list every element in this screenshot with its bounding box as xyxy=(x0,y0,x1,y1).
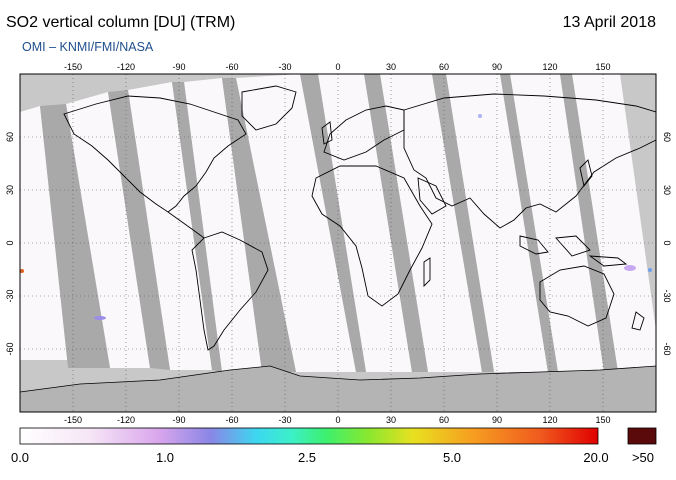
graticule xyxy=(20,74,656,412)
lon-tick: 0 xyxy=(335,62,340,72)
lat-axis-left: 60 30 0 -30 -60 xyxy=(5,132,15,356)
lon-tick: 150 xyxy=(595,415,610,425)
lat-tick: 0 xyxy=(662,240,672,245)
lon-tick: 120 xyxy=(542,415,557,425)
map-date: 13 April 2018 xyxy=(562,14,656,31)
lon-tick: -120 xyxy=(117,415,135,425)
lon-tick: 90 xyxy=(492,62,502,72)
lon-tick: -30 xyxy=(278,415,291,425)
lat-tick: -60 xyxy=(5,342,15,355)
lat-axis-right: 60 30 0 -30 -60 xyxy=(662,132,672,356)
lat-tick: 30 xyxy=(5,185,15,195)
swath-gaps xyxy=(40,74,618,372)
lon-tick: -90 xyxy=(172,415,185,425)
lat-tick: -30 xyxy=(5,289,15,302)
so2-blob xyxy=(94,316,106,320)
lon-axis-top: -150 -120 -90 -60 -30 0 30 60 90 120 150 xyxy=(64,62,611,72)
map-title: SO2 vertical column [DU] (TRM) xyxy=(6,14,236,31)
colorbar-overflow xyxy=(627,427,657,445)
lon-tick: 90 xyxy=(492,415,502,425)
so2-blob xyxy=(478,114,482,118)
so2-blob xyxy=(648,268,652,272)
lon-tick: 30 xyxy=(386,62,396,72)
colorbar-label: 1.0 xyxy=(155,450,175,465)
lon-tick: 120 xyxy=(542,62,557,72)
colorbar-overflow-label: >50 xyxy=(631,450,655,465)
so2-blob xyxy=(624,265,636,271)
lat-tick: 60 xyxy=(662,132,672,142)
lon-tick: -30 xyxy=(278,62,291,72)
lon-tick: -150 xyxy=(64,415,82,425)
colorbar xyxy=(19,427,599,445)
lat-tick: -60 xyxy=(662,342,672,355)
lon-tick: 60 xyxy=(439,62,449,72)
lat-tick: 30 xyxy=(662,185,672,195)
lon-axis-bottom: -150 -120 -90 -60 -30 0 30 60 90 120 150 xyxy=(64,415,611,425)
lon-tick: -90 xyxy=(172,62,185,72)
lon-tick: -150 xyxy=(64,62,82,72)
so2-detections xyxy=(20,114,652,320)
data-credit: OMI – KNMI/FMI/NASA xyxy=(22,40,154,54)
lon-tick: 150 xyxy=(595,62,610,72)
lat-tick: 0 xyxy=(5,240,15,245)
lat-tick: 60 xyxy=(5,132,15,142)
colorbar-label: 20.0 xyxy=(583,450,609,465)
lon-tick: -60 xyxy=(225,415,238,425)
lon-tick: -120 xyxy=(117,62,135,72)
continents xyxy=(63,85,657,351)
lon-tick: 30 xyxy=(386,415,396,425)
lon-tick: -60 xyxy=(225,62,238,72)
lon-tick: 0 xyxy=(335,415,340,425)
map-frame xyxy=(19,73,657,413)
lon-tick: 60 xyxy=(439,415,449,425)
colorbar-label: 2.5 xyxy=(297,450,317,465)
colorbar-label: 5.0 xyxy=(442,450,462,465)
colorbar-label: 0.0 xyxy=(10,450,30,465)
satellite-swaths xyxy=(20,74,656,372)
lat-tick: -30 xyxy=(662,289,672,302)
so2-blob xyxy=(20,269,24,273)
